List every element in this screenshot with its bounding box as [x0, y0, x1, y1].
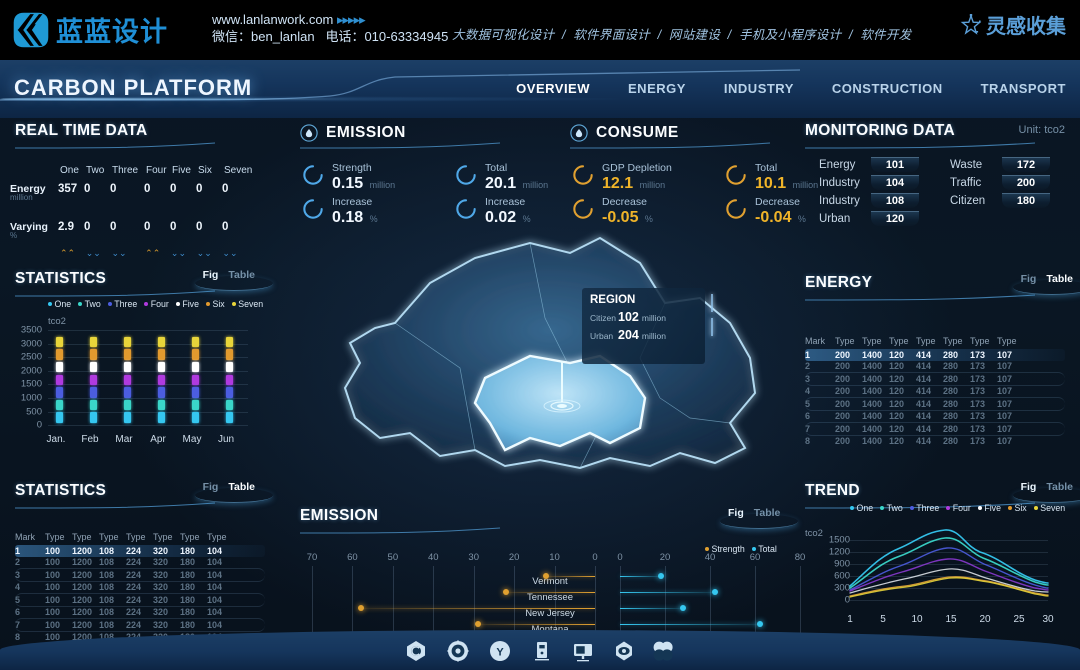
- svg-text:Y: Y: [496, 647, 504, 659]
